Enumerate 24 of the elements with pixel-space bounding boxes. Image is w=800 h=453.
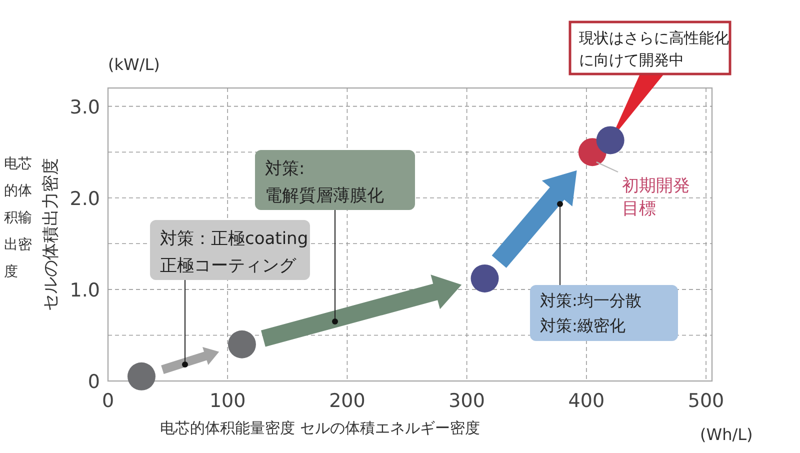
point [596,126,624,154]
x-tick-label: 300 [448,390,485,412]
y-tick-label: 1.0 [70,279,100,302]
y-tick-label: 3.0 [70,96,100,118]
y-axis-title: セルの体積出力密度 [41,158,61,311]
y-tick-label: 2.0 [70,188,100,210]
x-tick-label: 100 [209,390,246,412]
annotation: 対策:均一分散対策:緻密化 [540,291,642,335]
y-tick-label: 0 [88,371,100,393]
x-axis-title: 电芯的体积能量密度 セルの体積エネルギー密度 [160,419,480,437]
x-tick-label: 400 [568,390,605,412]
x-tick-label: 0 [102,390,114,412]
text: (kW/L) [108,55,160,74]
text: 电芯的体积输出密度 [4,156,32,280]
annotation: 対策: 電解質層薄膜化 [265,159,384,206]
x-tick-label: 200 [329,390,366,412]
annotation: 対策：正極coating 正極コーティング [160,229,308,276]
text: 現状はさらに高性能化に向けて開発中 [579,29,729,69]
annotation: 初期開発目標 [622,176,690,219]
x-tick-label: 500 [688,390,724,412]
point [470,264,499,292]
text: (Wh/L) [700,425,753,444]
point [127,362,156,390]
point [228,330,256,358]
